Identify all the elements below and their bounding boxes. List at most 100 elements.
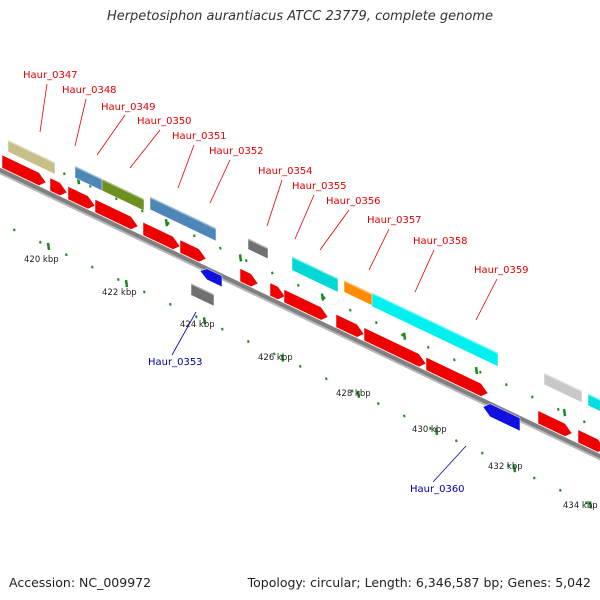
cds-arrow <box>94 198 139 230</box>
gene-box-orange-shine <box>343 280 375 296</box>
tick-lower <box>325 377 328 381</box>
label-leader-haur_0349 <box>96 114 126 156</box>
tick-lower <box>117 278 120 282</box>
cds-arrow <box>577 429 600 453</box>
scale-label: 424 kbp <box>180 320 215 330</box>
tick-major <box>320 293 325 301</box>
label-leader-haur_0352 <box>209 159 231 204</box>
scale-label: 432 kbp <box>488 462 523 472</box>
gene-label-haur_0356: Haur_0356 <box>326 196 381 207</box>
scale-ticks <box>11 147 593 509</box>
cds-arrow <box>67 186 96 210</box>
tick-lower <box>143 290 146 294</box>
tick-major <box>356 390 361 398</box>
cds-arrow <box>283 289 329 321</box>
label-leader-haur_0355 <box>294 194 315 240</box>
tick-upper <box>115 197 118 201</box>
tick-upper <box>505 383 508 387</box>
tick-lower <box>403 414 406 418</box>
genome-summary-text: Topology: circular; Length: 6,346,587 bp… <box>247 575 591 590</box>
tick-major <box>562 408 567 417</box>
tick-upper <box>531 395 534 399</box>
gene-box-grey-reverse-shine <box>190 283 215 296</box>
cds-arrow <box>425 356 489 397</box>
tick-upper <box>479 370 482 374</box>
gene-box-steelblue-shine <box>149 197 217 230</box>
label-leader-haur_0347 <box>39 83 48 133</box>
label-leader-haur_0353 <box>171 311 197 356</box>
tick-lower <box>507 464 510 468</box>
tick-upper <box>271 271 274 275</box>
gene-box-cyan-edge-shine <box>587 394 600 401</box>
tick-lower <box>533 476 536 480</box>
gene-label-haur_0357: Haur_0357 <box>367 215 422 226</box>
gene-label-haur_0358: Haur_0358 <box>413 236 468 247</box>
gene-label-haur_0359: Haur_0359 <box>474 265 529 276</box>
gene-label-haur_0353: Haur_0353 <box>148 357 203 368</box>
tick-upper <box>323 296 326 300</box>
gene-box-lightgrey <box>543 372 583 404</box>
tick-major <box>474 366 479 375</box>
tick-lower <box>351 389 354 393</box>
tick-lower <box>91 265 94 269</box>
tick-upper <box>89 184 92 188</box>
cds-arrow <box>239 268 259 288</box>
tick-lower <box>247 340 250 344</box>
gene-labels: Haur_0347 Haur_0348 Haur_0349 Haur_0350 Haur… <box>23 70 529 495</box>
gene-box-khaki-shine <box>7 140 56 164</box>
gene-box-cyan-edge <box>587 393 600 412</box>
gene-label-haur_0354: Haur_0354 <box>258 166 313 177</box>
tick-lower <box>39 240 42 244</box>
gene-label-haur_0355: Haur_0355 <box>292 181 347 192</box>
cds-arrow <box>537 410 573 437</box>
label-leader-haur_0358 <box>414 249 435 293</box>
tick-upper <box>557 407 560 411</box>
label-leader-haur_0351 <box>177 144 195 189</box>
cds-arrow <box>1 154 47 186</box>
tick-upper <box>583 420 586 424</box>
scale-label: 422 kbp <box>102 288 137 298</box>
tick-major <box>280 354 285 362</box>
cds-arrow <box>142 221 181 250</box>
accession-text: Accession: NC_009972 <box>9 575 152 590</box>
tick-lower <box>299 364 302 368</box>
gene-box-lightgrey-shine <box>543 373 583 393</box>
tick-lower <box>481 451 484 455</box>
tick-major <box>202 317 207 325</box>
tick-upper <box>219 246 222 250</box>
gene-label-haur_0349: Haur_0349 <box>101 102 156 113</box>
tick-upper <box>141 209 144 213</box>
tick-major <box>46 242 51 251</box>
tick-lower <box>585 501 588 505</box>
gene-box-cyan-long-shine <box>371 292 499 354</box>
label-leader-haur_0357 <box>368 228 390 271</box>
tick-upper <box>349 308 352 312</box>
gene-reverse-blue <box>199 268 223 288</box>
cds-arrow <box>269 282 286 300</box>
gene-features <box>1 139 600 453</box>
tick-upper <box>297 283 300 287</box>
tick-upper <box>453 358 456 362</box>
tick-major <box>402 332 407 340</box>
tick-major <box>434 427 439 436</box>
gene-label-haur_0350: Haur_0350 <box>137 116 192 127</box>
tick-upper <box>245 259 248 263</box>
cds-arrow <box>363 327 427 368</box>
scale-labels: 420 kbp 422 kbp 424 kbp 426 kbp 428 kbp 430 k… <box>24 255 598 511</box>
gene-box-olive <box>101 178 145 212</box>
tick-upper <box>375 321 378 325</box>
cds-arrow <box>179 239 207 263</box>
tick-major <box>238 254 243 262</box>
gene-box-grey-shine <box>247 238 269 250</box>
tick-upper <box>427 345 430 349</box>
tick-lower <box>169 302 172 306</box>
gene-box-grey <box>247 237 269 260</box>
cds-arrow <box>49 177 68 196</box>
gene-label-haur_0348: Haur_0348 <box>62 85 117 96</box>
tick-upper <box>63 172 66 176</box>
gene-box-olive-shine <box>101 179 145 201</box>
tick-upper <box>167 221 170 225</box>
scale-label: 428 kbp <box>336 389 371 399</box>
gene-reverse-blue <box>482 403 521 432</box>
